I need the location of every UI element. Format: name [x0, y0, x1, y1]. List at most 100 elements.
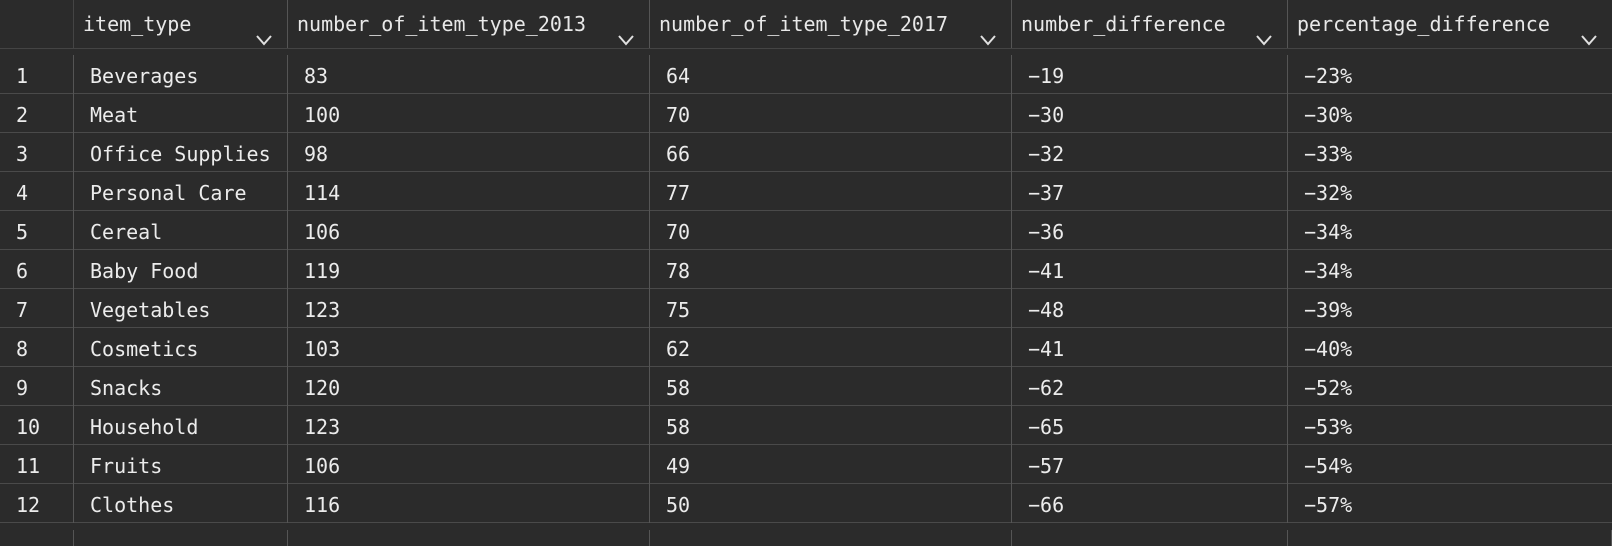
cell-row-index[interactable]: 9 — [0, 367, 74, 406]
cell-row-index[interactable]: 8 — [0, 328, 74, 367]
cell-number-difference[interactable]: −36 — [1012, 211, 1288, 250]
cell-item-type[interactable]: Personal Care — [74, 172, 288, 211]
table-row[interactable]: 8 Cosmetics 103 62 −41 −40% — [0, 328, 1612, 367]
cell-percentage-difference[interactable]: −57% — [1304, 493, 1353, 517]
cell-number-of-item-type-2013[interactable]: 119 — [288, 250, 650, 289]
grid-footer-cell — [0, 530, 74, 546]
cell-percentage-difference[interactable]: −30% — [1304, 103, 1353, 127]
cell-number-difference[interactable]: −32 — [1012, 133, 1288, 172]
cell-number-of-item-type-2017[interactable]: 70 — [650, 94, 1012, 133]
cell-row-index[interactable]: 12 — [0, 484, 74, 523]
cell-number-of-item-type-2013[interactable]: 83 — [288, 55, 650, 94]
cell-number-of-item-type-2017[interactable]: 64 — [650, 55, 1012, 94]
cell-row-index[interactable]: 7 — [0, 289, 74, 328]
chevron-down-icon[interactable] — [979, 16, 997, 46]
cell-number-of-item-type-2013[interactable]: 103 — [288, 328, 650, 367]
chevron-down-icon[interactable] — [1255, 16, 1273, 46]
cell-number-of-item-type-2017[interactable]: 50 — [650, 484, 1012, 523]
cell-number-difference[interactable]: −41 — [1012, 328, 1288, 367]
table-row[interactable]: 6 Baby Food 119 78 −41 −34% — [0, 250, 1612, 289]
cell-percentage-difference[interactable]: −52% — [1304, 376, 1353, 400]
cell-number-of-item-type-2013[interactable]: 120 — [288, 367, 650, 406]
cell-row-index[interactable]: 2 — [0, 94, 74, 133]
column-header-label: number_difference — [1021, 12, 1226, 36]
cell-row-index[interactable]: 6 — [0, 250, 74, 289]
cell-number-difference[interactable]: −30 — [1012, 94, 1288, 133]
cell-number-difference[interactable]: −57 — [1012, 445, 1288, 484]
cell-row-index[interactable]: 1 — [0, 55, 74, 94]
cell-percentage-difference[interactable]: −23% — [1304, 64, 1353, 88]
cell-number-of-item-type-2013[interactable]: 100 — [288, 94, 650, 133]
table-row[interactable]: 9 Snacks 120 58 −62 −52% — [0, 367, 1612, 406]
column-header-percentage-difference[interactable]: percentage_difference — [1288, 0, 1612, 48]
cell-percentage-difference[interactable]: −33% — [1304, 142, 1353, 166]
column-header-row-index[interactable] — [0, 0, 74, 48]
cell-row-index[interactable]: 4 — [0, 172, 74, 211]
cell-number-of-item-type-2013[interactable]: 106 — [288, 211, 650, 250]
cell-percentage-difference[interactable]: −40% — [1304, 337, 1353, 361]
cell-number-of-item-type-2017[interactable]: 75 — [650, 289, 1012, 328]
cell-number-difference[interactable]: −19 — [1012, 55, 1288, 94]
cell-number-of-item-type-2013[interactable]: 123 — [288, 289, 650, 328]
cell-percentage-difference[interactable]: −53% — [1304, 415, 1353, 439]
cell-percentage-difference[interactable]: −54% — [1304, 454, 1353, 478]
grid-footer-cell — [288, 530, 650, 546]
column-header-number-of-item-type-2013[interactable]: number_of_item_type_2013 — [288, 0, 650, 48]
cell-number-of-item-type-2013[interactable]: 106 — [288, 445, 650, 484]
cell-number-of-item-type-2017[interactable]: 62 — [650, 328, 1012, 367]
table-row[interactable]: 2 Meat 100 70 −30 −30% — [0, 94, 1612, 133]
cell-item-type[interactable]: Cereal — [74, 211, 288, 250]
column-header-number-difference[interactable]: number_difference — [1012, 0, 1288, 48]
grid-footer-cell — [1012, 530, 1288, 546]
cell-number-of-item-type-2017[interactable]: 49 — [650, 445, 1012, 484]
grid-body: 1 Beverages 83 64 −19 −23% 2 Meat 100 70 −30 −30% 3 O… — [0, 48, 1612, 523]
column-header-item-type[interactable]: item_type — [74, 0, 288, 48]
cell-row-index[interactable]: 10 — [0, 406, 74, 445]
column-header-number-of-item-type-2017[interactable]: number_of_item_type_2017 — [650, 0, 1012, 48]
chevron-down-icon[interactable] — [1580, 16, 1598, 46]
table-row[interactable]: 4 Personal Care 114 77 −37 −32% — [0, 172, 1612, 211]
cell-percentage-difference[interactable]: −39% — [1304, 298, 1353, 322]
cell-number-of-item-type-2013[interactable]: 98 — [288, 133, 650, 172]
cell-number-of-item-type-2017[interactable]: 58 — [650, 406, 1012, 445]
cell-item-type[interactable]: Fruits — [74, 445, 288, 484]
cell-number-difference[interactable]: −41 — [1012, 250, 1288, 289]
cell-row-index[interactable]: 5 — [0, 211, 74, 250]
cell-number-of-item-type-2017[interactable]: 70 — [650, 211, 1012, 250]
cell-item-type[interactable]: Meat — [74, 94, 288, 133]
cell-number-of-item-type-2013[interactable]: 123 — [288, 406, 650, 445]
cell-percentage-difference[interactable]: −34% — [1304, 259, 1353, 283]
cell-number-difference[interactable]: −37 — [1012, 172, 1288, 211]
table-row[interactable]: 5 Cereal 106 70 −36 −34% — [0, 211, 1612, 250]
cell-number-difference[interactable]: −66 — [1012, 484, 1288, 523]
chevron-down-icon[interactable] — [255, 16, 273, 46]
cell-row-index[interactable]: 11 — [0, 445, 74, 484]
cell-number-difference[interactable]: −62 — [1012, 367, 1288, 406]
table-row[interactable]: 7 Vegetables 123 75 −48 −39% — [0, 289, 1612, 328]
cell-percentage-difference[interactable]: −34% — [1304, 220, 1353, 244]
cell-item-type[interactable]: Vegetables — [74, 289, 288, 328]
cell-number-of-item-type-2013[interactable]: 114 — [288, 172, 650, 211]
cell-number-of-item-type-2017[interactable]: 58 — [650, 367, 1012, 406]
cell-number-of-item-type-2017[interactable]: 77 — [650, 172, 1012, 211]
table-row[interactable]: 12 Clothes 116 50 −66 −57% — [0, 484, 1612, 523]
cell-item-type[interactable]: Snacks — [74, 367, 288, 406]
cell-item-type[interactable]: Clothes — [74, 484, 288, 523]
cell-number-of-item-type-2017[interactable]: 66 — [650, 133, 1012, 172]
table-row[interactable]: 11 Fruits 106 49 −57 −54% — [0, 445, 1612, 484]
cell-percentage-difference[interactable]: −32% — [1304, 181, 1353, 205]
cell-number-of-item-type-2013[interactable]: 116 — [288, 484, 650, 523]
cell-item-type[interactable]: Beverages — [74, 55, 288, 94]
cell-item-type[interactable]: Cosmetics — [74, 328, 288, 367]
cell-item-type[interactable]: Baby Food — [74, 250, 288, 289]
table-row[interactable]: 1 Beverages 83 64 −19 −23% — [0, 55, 1612, 94]
cell-item-type[interactable]: Office Supplies — [74, 133, 288, 172]
cell-number-of-item-type-2017[interactable]: 78 — [650, 250, 1012, 289]
table-row[interactable]: 10 Household 123 58 −65 −53% — [0, 406, 1612, 445]
cell-number-difference[interactable]: −48 — [1012, 289, 1288, 328]
cell-number-difference[interactable]: −65 — [1012, 406, 1288, 445]
cell-item-type[interactable]: Household — [74, 406, 288, 445]
chevron-down-icon[interactable] — [617, 16, 635, 46]
table-row[interactable]: 3 Office Supplies 98 66 −32 −33% — [0, 133, 1612, 172]
cell-row-index[interactable]: 3 — [0, 133, 74, 172]
